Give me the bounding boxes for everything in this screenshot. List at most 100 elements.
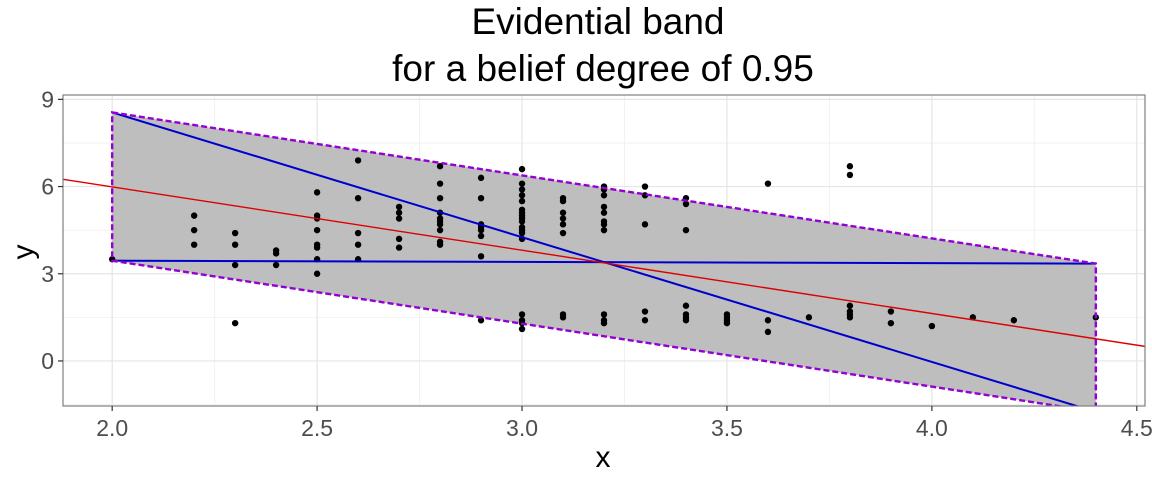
x-tick-label: 2.0 xyxy=(96,415,128,441)
data-point xyxy=(518,197,526,205)
data-point xyxy=(518,325,526,333)
data-point xyxy=(723,319,731,327)
data-point xyxy=(518,218,526,225)
data-point xyxy=(436,180,444,187)
data-point xyxy=(436,226,444,234)
data-point xyxy=(231,319,239,327)
data-point xyxy=(641,221,649,228)
data-point xyxy=(436,163,444,170)
data-point xyxy=(600,209,608,216)
data-point xyxy=(641,308,649,315)
regression-line xyxy=(63,178,1145,348)
data-point xyxy=(682,317,690,324)
x-tick-label: 2.5 xyxy=(301,415,333,441)
data-point xyxy=(559,229,567,237)
data-point xyxy=(928,322,936,330)
data-point xyxy=(518,229,526,237)
data-point xyxy=(846,314,854,321)
data-point xyxy=(231,229,239,237)
data-point xyxy=(600,192,608,199)
y-axis-title: y xyxy=(7,245,40,260)
data-point xyxy=(764,180,772,187)
band-border xyxy=(110,111,1098,406)
data-point xyxy=(313,226,321,234)
data-point xyxy=(559,209,567,216)
data-point xyxy=(518,165,526,173)
y-tick-label: 0 xyxy=(41,348,54,374)
data-point xyxy=(887,319,895,327)
x-tick-label: 4.5 xyxy=(1121,415,1152,441)
data-point xyxy=(600,203,608,211)
data-point xyxy=(477,317,485,324)
data-point xyxy=(887,308,895,315)
data-point xyxy=(764,317,772,324)
data-point xyxy=(477,194,485,202)
data-point xyxy=(395,209,403,216)
data-point xyxy=(354,157,362,164)
data-point xyxy=(641,317,649,324)
y-tick-label: 6 xyxy=(41,174,54,200)
data-point xyxy=(518,186,526,193)
data-point xyxy=(477,174,485,182)
data-point xyxy=(682,302,690,309)
data-point xyxy=(354,241,362,248)
data-point xyxy=(436,241,444,248)
data-point xyxy=(190,212,198,219)
chart-title: Evidential band xyxy=(471,1,724,42)
data-point xyxy=(559,221,567,228)
data-point xyxy=(436,194,444,202)
data-point xyxy=(395,244,403,251)
data-point xyxy=(395,203,403,211)
data-point xyxy=(846,171,854,179)
data-point xyxy=(395,215,403,222)
data-point xyxy=(354,229,362,237)
x-tick-label: 3.5 xyxy=(711,415,743,441)
data-point xyxy=(600,311,608,318)
data-point xyxy=(805,314,813,321)
data-point xyxy=(272,261,280,269)
data-point xyxy=(190,241,198,248)
x-tick-label: 3.0 xyxy=(506,415,538,441)
data-point xyxy=(395,235,403,243)
plot-area: 2.0 2.5 3.0 3.5 4.0 4.5 0 3 6 9 xyxy=(41,86,1152,441)
data-point xyxy=(559,314,567,321)
data-point xyxy=(354,194,362,202)
data-point xyxy=(1010,317,1018,324)
data-point xyxy=(518,192,526,199)
data-point xyxy=(846,302,854,309)
y-tick-label: 3 xyxy=(41,261,54,287)
data-point xyxy=(477,232,485,240)
data-point xyxy=(518,311,526,318)
data-point xyxy=(313,270,321,277)
data-point xyxy=(559,197,567,205)
data-point xyxy=(600,226,608,234)
x-axis-title: x xyxy=(596,441,611,474)
data-point xyxy=(231,261,239,269)
data-point xyxy=(682,226,690,234)
data-point xyxy=(436,221,444,228)
data-point xyxy=(846,163,854,170)
data-point xyxy=(231,241,239,248)
data-point xyxy=(190,226,198,234)
data-point xyxy=(559,215,567,222)
data-point xyxy=(477,253,485,260)
chart-subtitle: for a belief degree of 0.95 xyxy=(392,48,814,89)
x-tick-label: 4.0 xyxy=(916,415,948,441)
panel-border xyxy=(62,94,1146,407)
data-point xyxy=(313,189,321,196)
data-point xyxy=(518,180,526,187)
data-point xyxy=(600,319,608,327)
data-point xyxy=(600,221,608,228)
data-point xyxy=(764,328,772,336)
data-point xyxy=(682,200,690,208)
data-point xyxy=(641,183,649,190)
data-point xyxy=(477,226,485,234)
evidential-band xyxy=(112,112,1096,406)
data-point xyxy=(313,244,321,251)
data-point xyxy=(272,250,280,257)
boundary-line xyxy=(112,259,1096,265)
y-tick-label: 9 xyxy=(41,86,54,112)
data-layer xyxy=(63,111,1145,406)
